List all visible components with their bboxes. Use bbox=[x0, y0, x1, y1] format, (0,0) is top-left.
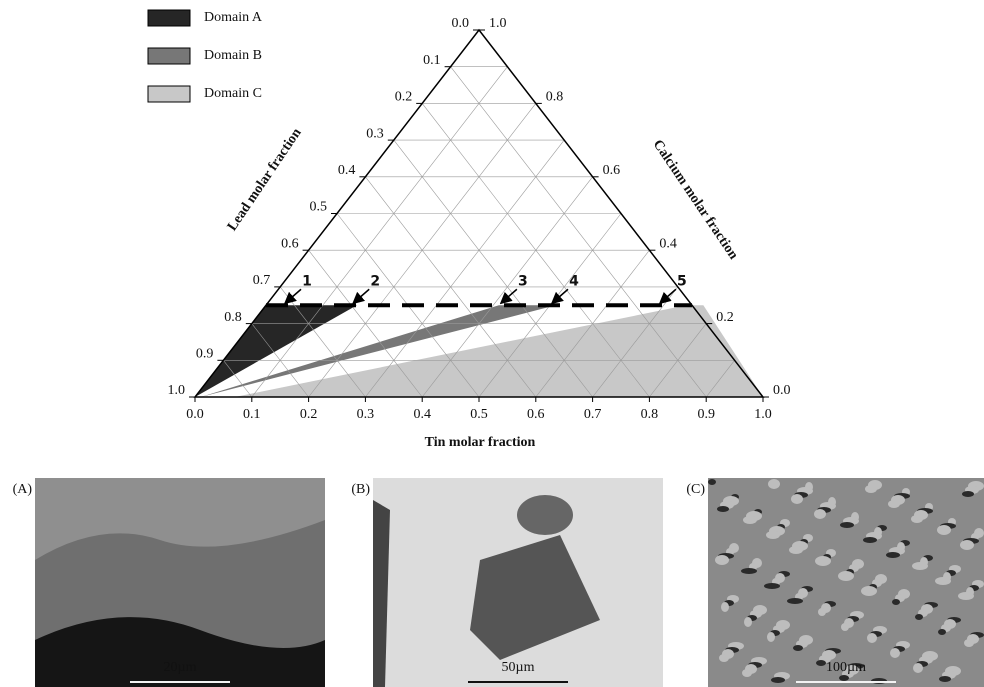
point-label: 1 bbox=[302, 273, 312, 289]
micrograph-c-grain bbox=[938, 629, 946, 635]
right-tick-label: 0.6 bbox=[603, 163, 621, 178]
left-axis-title: Lead molar fraction bbox=[225, 126, 305, 234]
micrograph-c-grain bbox=[861, 586, 877, 596]
x-tick-label: 0.1 bbox=[243, 407, 261, 422]
micrograph-c-grain bbox=[915, 614, 923, 620]
left-tick-label: 0.9 bbox=[196, 347, 214, 362]
micrograph-c-grain bbox=[721, 602, 729, 612]
right-tick-label: 0.8 bbox=[546, 90, 564, 105]
micrograph-c-grain bbox=[962, 491, 974, 497]
micrograph-c-grain bbox=[937, 525, 951, 535]
left-tick-label: 0.3 bbox=[366, 126, 384, 141]
legend-label: Domain C bbox=[204, 86, 262, 101]
micrographs bbox=[35, 478, 984, 687]
micrograph-c-grain bbox=[890, 648, 900, 658]
x-tick-label: 0.0 bbox=[186, 407, 204, 422]
micrograph-c-grain bbox=[863, 537, 877, 543]
micrograph-c-grain bbox=[912, 562, 928, 570]
micrograph-c-grain bbox=[818, 608, 826, 616]
right-tick-label: 1.0 bbox=[489, 16, 507, 31]
point-arrow bbox=[353, 289, 369, 303]
x-axis-title: Tin molar fraction bbox=[425, 435, 536, 450]
micrograph-c-grain bbox=[816, 660, 826, 666]
micrograph-c-grain bbox=[888, 500, 900, 508]
micrograph-c-grain bbox=[791, 494, 803, 504]
figure: 0.00.10.20.30.40.50.60.70.80.91.00.00.10… bbox=[0, 0, 984, 687]
micrograph-c-grain bbox=[767, 632, 775, 642]
panel-label: (B) bbox=[351, 482, 370, 497]
x-tick-label: 0.8 bbox=[641, 407, 659, 422]
legend-swatch bbox=[148, 10, 190, 26]
micrograph-c-grain bbox=[768, 479, 780, 489]
micrograph-c-grain bbox=[865, 485, 877, 493]
micrograph-c-grain bbox=[913, 663, 923, 673]
micrograph-c-grain bbox=[708, 479, 716, 485]
legend-swatch bbox=[148, 86, 190, 102]
x-tick-label: 0.5 bbox=[470, 407, 488, 422]
micrograph-c-grain bbox=[787, 598, 803, 604]
point-label: 2 bbox=[370, 273, 380, 289]
right-tick-label: 0.2 bbox=[716, 310, 734, 325]
left-tick-label: 0.0 bbox=[452, 16, 470, 31]
x-tick-label: 0.6 bbox=[527, 407, 545, 422]
micrograph-c-grain bbox=[840, 522, 854, 528]
micrograph-c-grain bbox=[838, 571, 854, 581]
left-tick-label: 0.1 bbox=[423, 53, 441, 68]
micrograph-c-grain bbox=[886, 552, 900, 558]
micrograph-b-particle bbox=[517, 495, 573, 535]
micrograph-c-grain bbox=[935, 577, 951, 585]
micrograph-c-grain bbox=[744, 617, 752, 627]
micrograph-c-grain bbox=[766, 531, 780, 539]
micrograph-c-grain bbox=[719, 654, 729, 662]
right-tick-label: 0.0 bbox=[773, 383, 791, 398]
point-label: 3 bbox=[518, 273, 528, 289]
right-tick-label: 0.4 bbox=[659, 236, 677, 251]
micrograph-c-grain bbox=[793, 645, 803, 651]
legend-label: Domain A bbox=[204, 10, 263, 25]
micrograph-c-grain bbox=[814, 509, 826, 519]
micrograph-c-grain bbox=[815, 556, 831, 566]
point-label: 5 bbox=[677, 273, 687, 289]
left-tick-label: 0.8 bbox=[224, 310, 242, 325]
left-tick-label: 0.5 bbox=[310, 200, 328, 215]
x-tick-label: 0.9 bbox=[697, 407, 715, 422]
scale-label: 100µm bbox=[826, 660, 866, 675]
micrograph-c-grain bbox=[717, 506, 729, 512]
left-tick-label: 0.7 bbox=[253, 273, 271, 288]
x-tick-label: 0.7 bbox=[584, 407, 602, 422]
micrograph-c-grain bbox=[764, 583, 780, 589]
micrograph-c-grain bbox=[771, 677, 785, 683]
micrograph-c-grain bbox=[743, 516, 757, 524]
x-tick-label: 1.0 bbox=[754, 407, 772, 422]
micrograph-c-grain bbox=[839, 675, 849, 681]
micrograph-c-grain bbox=[964, 639, 974, 647]
micrograph-c-grain bbox=[742, 669, 752, 677]
left-tick-label: 0.2 bbox=[395, 90, 413, 105]
scale-label: 50µm bbox=[502, 660, 535, 675]
micrograph-c-grain bbox=[960, 540, 974, 550]
micrograph-c-grain bbox=[715, 555, 729, 565]
legend-label: Domain B bbox=[204, 48, 262, 63]
panel-label: (C) bbox=[686, 482, 705, 497]
micrograph-c-grain bbox=[911, 515, 923, 523]
micrograph-c-grain bbox=[892, 599, 900, 605]
x-tick-label: 0.3 bbox=[357, 407, 375, 422]
x-tick-label: 0.4 bbox=[413, 407, 431, 422]
micrograph-c-grain bbox=[939, 676, 951, 682]
micrograph-c-grain bbox=[789, 546, 803, 554]
point-arrow bbox=[660, 289, 676, 303]
left-tick-label: 0.6 bbox=[281, 236, 299, 251]
scale-label: 20µm bbox=[164, 660, 197, 675]
micrograph-c-grain bbox=[958, 592, 974, 600]
point-label: 4 bbox=[569, 273, 579, 289]
micrograph-c-grain bbox=[841, 623, 849, 631]
legend-swatch bbox=[148, 48, 190, 64]
panel-label: (A) bbox=[13, 482, 33, 497]
micrograph-c-grain bbox=[867, 633, 877, 643]
left-tick-label: 0.4 bbox=[338, 163, 356, 178]
x-tick-label: 0.2 bbox=[300, 407, 318, 422]
left-tick-label: 1.0 bbox=[168, 383, 186, 398]
micrograph-c-grain bbox=[741, 568, 757, 574]
point-arrow bbox=[552, 289, 568, 303]
